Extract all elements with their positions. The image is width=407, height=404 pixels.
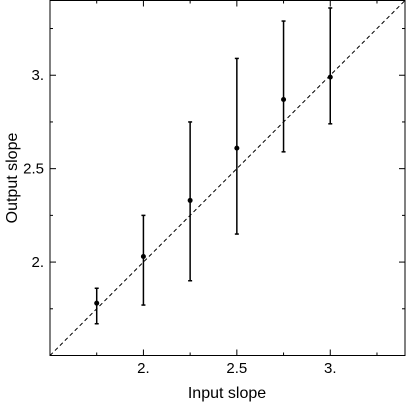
axis-ticks bbox=[49, 0, 405, 356]
data-point bbox=[94, 300, 100, 306]
x-tick-label: 2. bbox=[137, 360, 150, 377]
x-tick-label: 3. bbox=[324, 360, 337, 377]
reference-line bbox=[49, 0, 406, 356]
x-axis-title: Input slope bbox=[188, 385, 266, 402]
data-point bbox=[234, 145, 240, 151]
y-tick-label: 3. bbox=[31, 67, 44, 84]
x-tick-label: 2.5 bbox=[226, 360, 247, 377]
data-points bbox=[94, 74, 333, 306]
data-point bbox=[281, 97, 287, 103]
data-point bbox=[327, 74, 333, 80]
y-tick-label: 2.5 bbox=[23, 161, 44, 178]
error-bars bbox=[94, 7, 333, 325]
data-point bbox=[187, 197, 193, 203]
y-tick-labels: 2. 2.5 3. bbox=[23, 67, 44, 271]
y-tick-label: 2. bbox=[31, 254, 44, 271]
plot-frame bbox=[49, 0, 406, 356]
y-axis-title: Output slope bbox=[4, 133, 21, 224]
data-point bbox=[140, 253, 146, 259]
x-tick-labels: 2. 2.5 3. bbox=[137, 360, 336, 377]
